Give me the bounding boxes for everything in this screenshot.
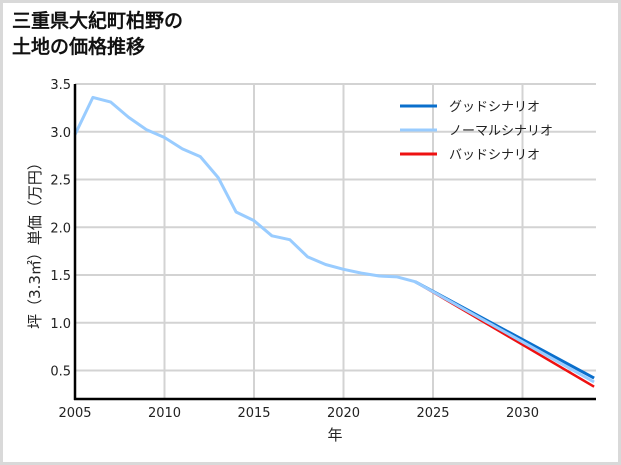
y-tick-label: 2.0 [50, 221, 71, 236]
y-tick-label: 0.5 [50, 365, 71, 380]
y-tick-label: 3.0 [50, 126, 71, 141]
legend-label: ノーマルシナリオ [449, 124, 553, 139]
y-tick-label: 3.5 [50, 78, 71, 93]
legend-item: バッドシナリオ [400, 148, 540, 163]
x-tick-label: 2010 [148, 406, 181, 421]
y-axis-label: 坪（3.3㎡）単価（万円） [26, 155, 44, 329]
legend-item: グッドシナリオ [400, 100, 540, 115]
y-tick-label: 1.5 [50, 269, 71, 284]
series-line [73, 95, 595, 384]
x-tick-label: 2020 [327, 406, 360, 421]
x-tick-label: 2030 [506, 406, 539, 421]
legend-label: グッドシナリオ [449, 100, 540, 115]
data-lines [73, 95, 595, 388]
y-tick-labels: 0.5 1.0 1.5 2.0 2.5 3.0 3.5 [50, 78, 71, 380]
chart-title: 三重県大紀町柏野の 土地の価格推移 [12, 8, 183, 60]
x-tick-label: 2025 [416, 406, 449, 421]
x-axis-label: 年 [327, 426, 342, 444]
x-tick-label: 2015 [237, 406, 270, 421]
x-tick-labels: 2005 2010 2015 2020 2025 2030 [58, 406, 539, 421]
legend-item: ノーマルシナリオ [400, 124, 553, 139]
axes [73, 84, 596, 401]
x-tick-label: 2005 [58, 406, 91, 421]
y-tick-label: 2.5 [50, 174, 71, 189]
title-line-2: 土地の価格推移 [12, 36, 146, 58]
legend-label: バッドシナリオ [449, 148, 540, 163]
title-line-1: 三重県大紀町柏野の [12, 10, 184, 32]
grid-lines [74, 83, 596, 399]
y-tick-label: 1.0 [50, 317, 71, 332]
